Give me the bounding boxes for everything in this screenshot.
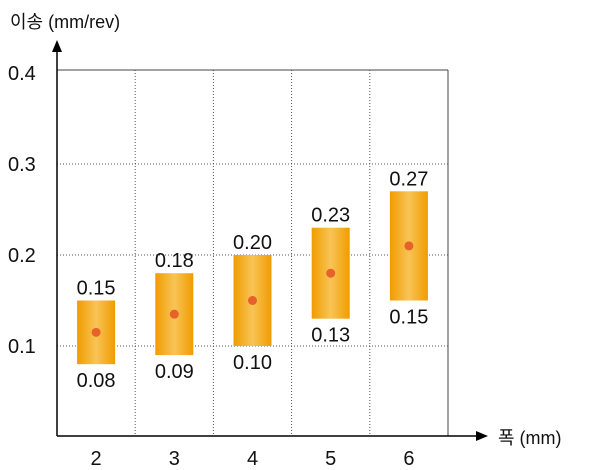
mid-point: [326, 268, 336, 278]
y-tick-label: 0.2: [8, 245, 36, 267]
x-tick-label: 3: [169, 448, 180, 470]
x-tick-label: 4: [247, 448, 258, 470]
x-tick-label: 6: [403, 448, 414, 470]
mid-point: [169, 309, 179, 319]
mid-point: [248, 296, 257, 305]
y-axis-arrow: [52, 40, 62, 52]
y-tick-label: 0.1: [8, 336, 36, 358]
high-value-label: 0.27: [389, 168, 428, 190]
low-value-label: 0.09: [155, 361, 194, 383]
x-tick-label: 5: [325, 448, 336, 470]
data-labels: 0.1 0.2 0.3 0.4 0.15 0.08 2 0.18 0.09 3 0.20 0.10 4 0…: [8, 63, 428, 470]
low-value-label: 0.08: [77, 370, 116, 392]
high-value-label: 0.23: [311, 205, 350, 227]
high-value-label: 0.18: [155, 250, 194, 272]
y-tick-label: 0.3: [8, 154, 36, 176]
y-tick-label: 0.4: [8, 63, 36, 85]
bars: [77, 191, 428, 365]
y-axis-label: 이송 (mm/rev): [10, 12, 120, 32]
axes: [52, 40, 488, 441]
x-axis-label: 폭 (mm): [498, 428, 562, 448]
low-value-label: 0.15: [389, 307, 428, 329]
mid-point: [404, 241, 414, 251]
high-value-label: 0.20: [233, 232, 272, 254]
low-value-label: 0.13: [311, 325, 350, 347]
x-axis-arrow: [476, 431, 488, 441]
low-value-label: 0.10: [233, 352, 272, 374]
high-value-label: 0.15: [77, 278, 116, 300]
x-tick-label: 2: [91, 448, 102, 470]
mid-point: [91, 327, 101, 337]
